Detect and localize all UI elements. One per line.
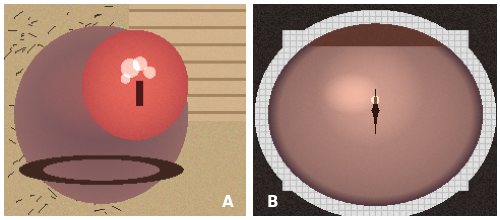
Text: A: A <box>222 195 234 210</box>
Text: B: B <box>267 195 278 210</box>
